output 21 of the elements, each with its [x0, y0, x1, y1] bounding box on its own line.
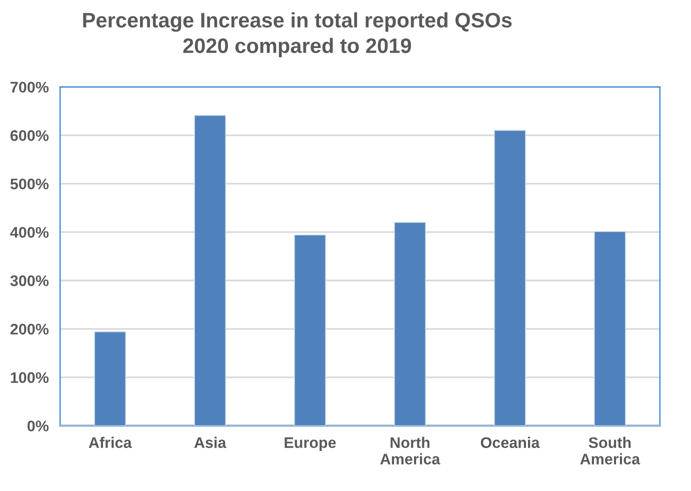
y-tick-label: 700% [10, 82, 49, 93]
x-tick-label: Oceania [480, 436, 540, 448]
bar [494, 130, 526, 426]
x-tick-label: North America [380, 436, 440, 464]
bar [94, 331, 126, 426]
chart-title: Percentage Increase in total reported QSOs 2020 compared to 2019 [83, 12, 512, 58]
x-tick-label: Africa [88, 436, 132, 448]
bar [394, 222, 426, 426]
x-tick-label: South America [580, 436, 640, 464]
y-tick-label: 500% [10, 178, 49, 190]
y-tick-label: 200% [10, 324, 49, 335]
x-tick-label: Asia [194, 436, 226, 448]
y-tick-label: 400% [10, 226, 49, 238]
y-tick-label: 0% [28, 420, 49, 432]
bar [194, 115, 226, 426]
bar [594, 231, 626, 426]
bar [294, 234, 326, 426]
y-tick-label: 300% [10, 275, 49, 286]
y-tick-label: 100% [10, 372, 49, 383]
x-tick-label: Europe [284, 437, 336, 452]
y-tick-label: 600% [10, 130, 49, 141]
